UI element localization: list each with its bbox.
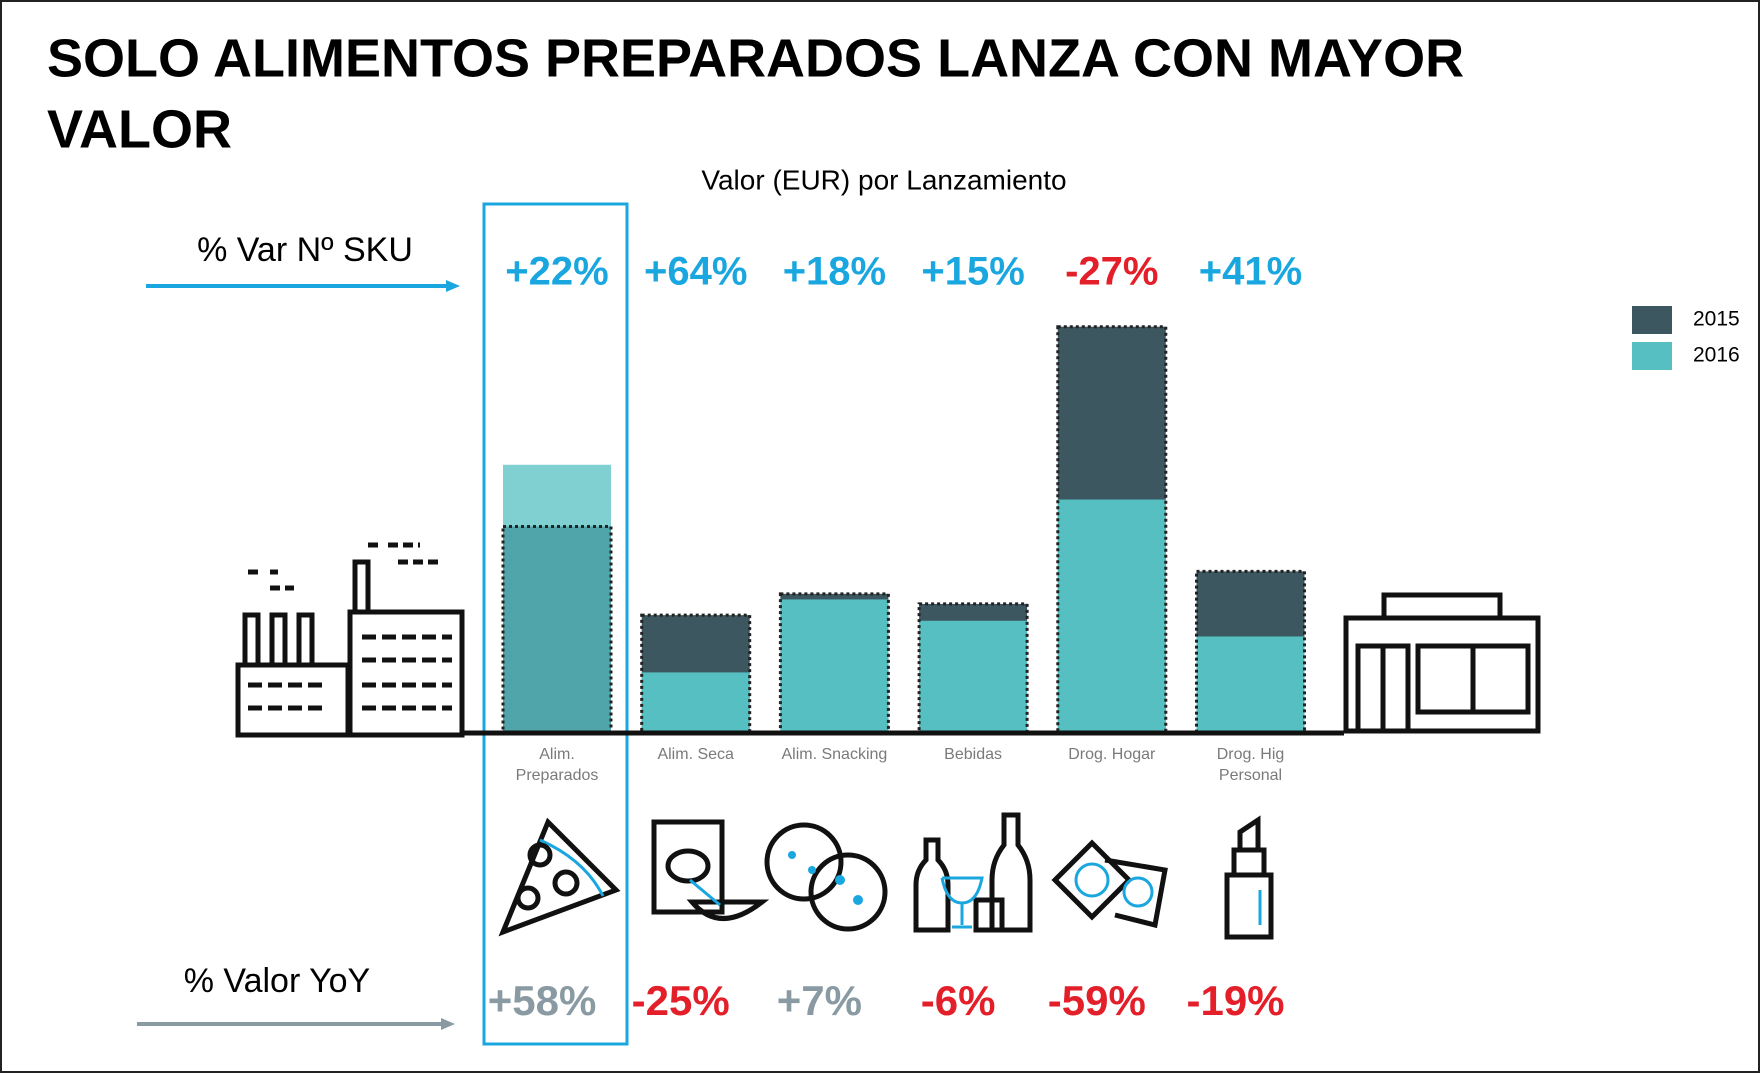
yoy-value-label: -19%	[1186, 977, 1284, 1024]
pizza-icon	[498, 817, 621, 937]
store-icon	[1343, 592, 1541, 734]
bar-2015-outline	[1056, 325, 1168, 735]
drinks-icon	[913, 812, 1033, 933]
legend: 2015 2016	[1632, 306, 1740, 370]
chart-title-line1: SOLO ALIMENTOS PREPARADOS LANZA CON MAYO…	[47, 28, 1464, 88]
legend-swatch	[1632, 342, 1672, 370]
bar-2015-outline	[1195, 569, 1306, 735]
chart-subtitle: Valor (EUR) por Lanzamiento	[701, 164, 1066, 195]
bar-2016	[1057, 499, 1166, 733]
chart-title-line2: VALOR	[47, 99, 232, 159]
bar-2016	[1196, 636, 1305, 733]
yoy-value-label: -59%	[1048, 977, 1146, 1024]
dry-food-icon	[651, 819, 770, 921]
category-label: Alim. Preparados	[515, 746, 599, 784]
legend-label: 2016	[1693, 344, 1740, 367]
sku-variation-label: -27%	[1065, 250, 1158, 294]
sku-arrow	[146, 280, 460, 292]
highlight-box	[482, 202, 629, 1046]
bar-2016	[919, 620, 1028, 733]
yoy-value-label: +7%	[777, 977, 862, 1024]
yoy-value-label: -25%	[632, 977, 730, 1024]
sku-variation-label: +22%	[505, 250, 608, 294]
yoy-value-label: -6%	[921, 977, 996, 1024]
cleaning-icon	[1051, 839, 1168, 929]
bar-2015-outline	[640, 613, 752, 735]
bar-2016	[641, 672, 750, 733]
yoy-arrow	[137, 1018, 455, 1030]
legend-label: 2015	[1693, 308, 1740, 331]
yoy-row-label: % Valor YoY	[184, 962, 371, 1000]
bar-2016	[503, 464, 611, 733]
bar-2016	[780, 599, 889, 733]
snack-icon	[764, 822, 888, 932]
sku-row-label: % Var Nº SKU	[197, 231, 413, 269]
factory-icon	[235, 542, 465, 738]
sku-variation-label: +41%	[1199, 250, 1302, 294]
category-label: Alim. Snacking	[781, 746, 888, 763]
lipstick-icon	[1224, 815, 1274, 940]
category-label: Bebidas	[944, 746, 1002, 763]
legend-swatch	[1632, 306, 1672, 334]
bar-2015-outline	[917, 602, 1029, 735]
sku-variation-label: +18%	[783, 250, 886, 294]
category-label: Alim. Seca	[657, 746, 734, 763]
sku-variation-label: +64%	[644, 250, 747, 294]
bars	[501, 325, 1306, 735]
category-label: Drog. Hogar	[1068, 746, 1156, 763]
yoy-value-label: +58%	[488, 977, 597, 1024]
sku-variation-label: +15%	[921, 250, 1024, 294]
category-label: Drog. Hig Personal	[1216, 746, 1285, 784]
